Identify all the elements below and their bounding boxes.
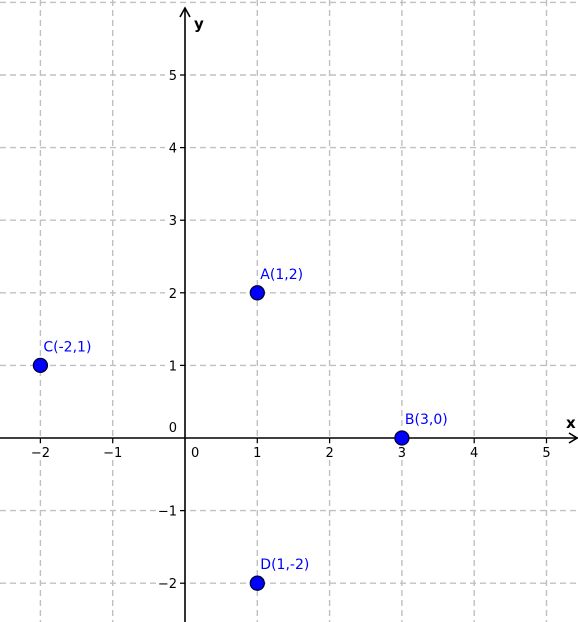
- x-tick-label-bg: [322, 444, 337, 460]
- point-a-label: A(1,2): [260, 267, 303, 283]
- x-tick-label-bg: [394, 444, 409, 460]
- x-tick-label-bg: [539, 444, 554, 460]
- point-c: [32, 357, 49, 374]
- x-tick-label-bg: [33, 444, 48, 460]
- y-tick-label: 1: [169, 359, 177, 374]
- y-tick-label-bg: [165, 212, 177, 229]
- ticks-layer: −2 −1 0 1 2 3 4 5 −2 −1 0 1 2 3 4 5: [31, 67, 554, 592]
- x-tick-label: 3: [398, 446, 406, 461]
- x-tick-label: −1: [103, 446, 122, 461]
- y-tick-label: 2: [169, 287, 177, 302]
- y-tick-label: 4: [169, 142, 177, 157]
- point-d: [249, 575, 265, 591]
- y-tick-label-bg: [165, 284, 177, 301]
- y-tick-label-bg: [157, 575, 177, 592]
- y-tick-label: 0: [169, 421, 177, 436]
- y-axis-label: y: [194, 15, 204, 33]
- x-tick-label: 0: [191, 446, 199, 461]
- y-tick-label: 3: [169, 214, 177, 229]
- y-tick-label-bg: [165, 357, 177, 374]
- point-a: [249, 285, 265, 301]
- x-tick-label: 2: [325, 446, 333, 461]
- y-tick-label-bg: [157, 502, 177, 519]
- x-tick-label: −2: [31, 446, 50, 461]
- x-tick-label: 1: [253, 446, 261, 461]
- y-tick-label: −2: [158, 577, 177, 592]
- x-tick-label-bg: [250, 444, 265, 460]
- point-b: [394, 430, 410, 446]
- x-axis-label: x: [566, 414, 576, 432]
- point-b-label: B(3,0): [405, 412, 448, 428]
- x-tick-label-bg: [467, 444, 482, 460]
- x-tick-label: 5: [542, 446, 550, 461]
- x-axis-arrow: [568, 432, 578, 444]
- x-tick-label: 4: [470, 446, 478, 461]
- axes-layer: x y: [0, 6, 578, 622]
- y-tick-label: −1: [158, 505, 177, 520]
- points-layer: A(1,2) B(3,0) C(-2,1) D(1,-2): [32, 267, 448, 591]
- x-tick-label-bg: [105, 444, 120, 460]
- y-tick-label: 5: [169, 69, 177, 84]
- point-c-label: C(-2,1): [43, 339, 91, 355]
- y-tick-label-bg: [165, 139, 177, 156]
- y-axis-arrow: [179, 6, 191, 18]
- point-d-label: D(1,-2): [260, 557, 309, 573]
- y-tick-label-bg: [165, 67, 177, 83]
